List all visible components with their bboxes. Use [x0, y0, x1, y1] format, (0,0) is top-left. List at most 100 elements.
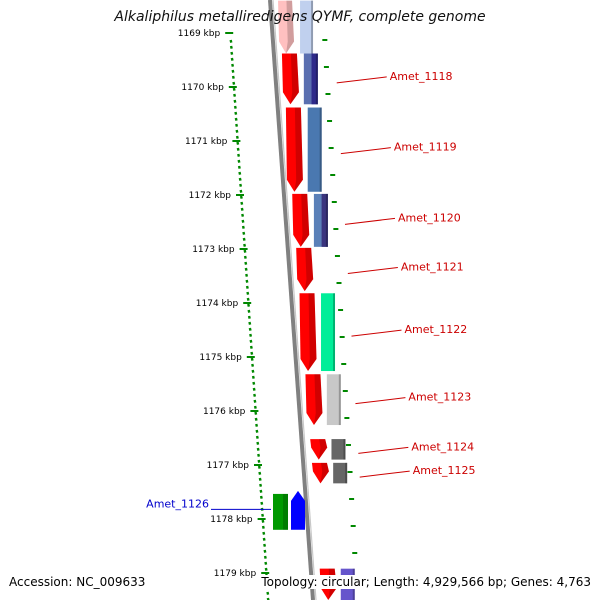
- axis-dot: [245, 273, 249, 277]
- gene-arrow-Amet_1125-shade: [320, 462, 329, 484]
- gene-label: Amet_1119: [394, 141, 457, 154]
- axis-dot: [231, 63, 235, 67]
- gene-arrow-Amet_1123: [305, 374, 323, 426]
- axis-dot: [237, 159, 241, 163]
- axis-dot: [241, 225, 245, 229]
- axis-dot: [243, 243, 247, 247]
- axis-dot: [255, 429, 259, 433]
- ruler-label: 1177 kbp: [207, 461, 250, 471]
- gene-feature-Amet_1118-band: [311, 53, 318, 105]
- axis-dot: [251, 363, 255, 367]
- gene-label: Amet_1124: [411, 440, 474, 453]
- axis-dot: [247, 315, 251, 319]
- axis-dot: [249, 333, 253, 337]
- axis-dot: [253, 399, 257, 403]
- ruler-label: 1175 kbp: [199, 353, 242, 363]
- axis-dot: [232, 87, 236, 91]
- axis-dot: [262, 531, 266, 535]
- axis-dot: [245, 279, 249, 283]
- gene-leader: [355, 397, 406, 405]
- gene-leader: [347, 267, 398, 275]
- axis-dot: [264, 561, 268, 565]
- axis-dot: [241, 213, 245, 217]
- axis-dot: [242, 237, 246, 241]
- ruler-label: 1173 kbp: [192, 245, 235, 255]
- gene-leader: [336, 76, 387, 84]
- axis-dot: [239, 189, 243, 193]
- axis-dot: [257, 459, 261, 463]
- ruler-label: 1171 kbp: [185, 137, 228, 147]
- axis-dot: [248, 321, 252, 325]
- axis-dot: [230, 57, 234, 61]
- gene-leader: [344, 217, 396, 225]
- axis-dot: [245, 285, 249, 289]
- genome-summary-text: Topology: circular; Length: 4,929,566 bp…: [259, 575, 591, 589]
- axis-dot: [233, 105, 237, 109]
- axis-dot: [238, 177, 242, 181]
- axis-dot: [262, 537, 266, 541]
- axis-dot: [234, 111, 238, 115]
- axis-dot: [239, 195, 243, 199]
- axis-dot: [236, 141, 240, 145]
- gene-label: Amet_1121: [401, 261, 464, 274]
- gene-feature-Amet_1125-edge: [345, 462, 348, 484]
- axis-dot: [251, 369, 255, 373]
- axis-dot: [252, 387, 256, 391]
- axis-dot: [249, 345, 253, 349]
- gene-leader: [351, 329, 402, 337]
- axis-dot: [256, 441, 260, 445]
- axis-dot: [235, 135, 239, 139]
- faded-gene-band: [300, 0, 314, 54]
- axis-dot: [243, 249, 247, 253]
- axis-dot: [235, 129, 239, 133]
- axis-dot: [239, 183, 243, 187]
- axis-dot: [246, 297, 250, 301]
- axis-dot: [253, 405, 257, 409]
- gene-feature-Amet_1122: [321, 293, 336, 372]
- gene-feature-Amet_1120-edge: [325, 193, 328, 247]
- gene-label: Amet_1125: [413, 464, 476, 477]
- axis-dot: [261, 525, 265, 529]
- axis-dot: [250, 351, 254, 355]
- gene-arrow-Amet_1124-shade: [318, 439, 328, 460]
- gene-arrow-Amet_1125: [311, 462, 329, 484]
- axis-dot: [237, 153, 241, 157]
- axis-dot: [232, 81, 236, 85]
- gene-label: Amet_1123: [408, 391, 471, 404]
- gene-leader: [340, 147, 391, 155]
- axis-dot: [260, 501, 264, 505]
- axis-dot: [240, 201, 244, 205]
- axis-dot: [261, 519, 265, 523]
- gene-arrow-Amet_1120-shade: [300, 193, 310, 247]
- reverse-gene-block: [273, 493, 288, 530]
- genome-title: Alkaliphilus metalliredigens QYMF, compl…: [114, 9, 486, 25]
- axis-dot: [257, 465, 261, 469]
- axis-dot: [263, 555, 267, 559]
- gene-arrow-Amet_1122-shade: [308, 293, 317, 372]
- axis-dot: [255, 423, 259, 427]
- axis-dot: [255, 435, 259, 439]
- axis-dot: [254, 411, 258, 415]
- gene-feature-Amet_1119: [307, 107, 322, 192]
- gene-arrow-Amet_1121: [296, 247, 314, 292]
- axis-dot: [256, 447, 260, 451]
- axis-dot: [233, 93, 237, 97]
- genome-backbone: [268, 0, 315, 600]
- axis-dot: [241, 219, 245, 223]
- reverse-gene-arrow: [291, 490, 305, 530]
- ruler-label: 1176 kbp: [203, 407, 246, 417]
- axis-dot: [230, 51, 234, 55]
- axis-dot: [266, 597, 270, 600]
- axis-dot: [244, 261, 248, 265]
- axis-dot: [251, 375, 255, 379]
- ruler-label: 1172 kbp: [189, 191, 232, 201]
- axis-dot: [249, 339, 253, 343]
- axis-dot: [258, 477, 262, 481]
- ruler-label: 1174 kbp: [196, 299, 239, 309]
- axis-dot: [229, 39, 233, 43]
- accession-text: Accession: NC_009633: [9, 575, 146, 589]
- axis-dot: [246, 291, 250, 295]
- axis-dot: [244, 267, 248, 271]
- axis-dot: [247, 309, 251, 313]
